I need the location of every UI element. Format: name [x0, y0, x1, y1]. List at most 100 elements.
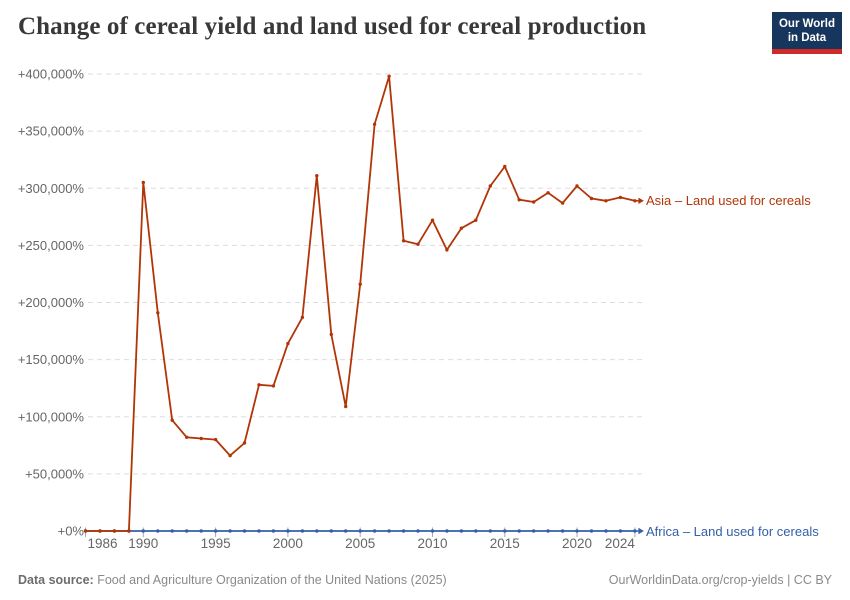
data-point-asia [372, 122, 377, 127]
data-point-asia [257, 383, 261, 387]
y-axis-tick-label: +200,000% [18, 295, 85, 310]
data-point-asia [242, 441, 247, 445]
owid-logo: Our World in Data [771, 12, 842, 54]
data-point-africa [618, 529, 623, 533]
data-point-asia [546, 191, 550, 195]
data-point-asia [517, 198, 521, 202]
data-point-asia [604, 199, 608, 203]
x-axis-tick-label: 2015 [490, 536, 520, 551]
data-point-asia [401, 239, 406, 243]
data-point-africa [315, 529, 319, 533]
data-point-africa [474, 529, 478, 533]
data-point-asia [141, 180, 145, 185]
series-end-arrow-asia [638, 197, 644, 204]
data-point-africa [300, 529, 305, 533]
data-point-africa [271, 529, 276, 533]
series-label-africa: Africa – Land used for cereals [646, 524, 819, 539]
data-point-asia [98, 529, 102, 533]
data-point-africa [517, 529, 521, 533]
data-point-africa [546, 529, 550, 533]
data-point-africa [430, 529, 435, 533]
x-axis-tick-label: 2005 [345, 536, 375, 551]
data-point-asia [228, 453, 232, 458]
data-point-africa [459, 529, 464, 533]
data-point-africa [416, 529, 420, 533]
chart-title: Change of cereal yield and land used for… [18, 13, 647, 40]
data-point-africa [488, 529, 492, 533]
owid-logo-line1: Our World [778, 18, 835, 30]
data-point-africa [213, 529, 218, 533]
data-point-asia [445, 248, 449, 252]
series-line-asia [85, 75, 636, 532]
data-point-africa [170, 529, 174, 533]
data-point-africa [185, 529, 189, 533]
x-axis-tick-label: 1990 [128, 536, 158, 551]
data-point-africa [199, 529, 203, 533]
data-point-asia [560, 201, 565, 205]
y-axis-tick-label: +50,000% [25, 466, 84, 481]
x-axis-tick-label: 2024 [605, 536, 636, 551]
data-point-africa [560, 529, 565, 533]
data-point-africa [575, 529, 579, 533]
y-axis-tick-label: +350,000% [18, 124, 85, 139]
data-point-africa [228, 529, 232, 533]
data-point-asia [271, 384, 276, 388]
data-point-africa [257, 529, 261, 533]
data-point-asia [83, 529, 88, 533]
data-point-africa [329, 529, 333, 533]
data-point-asia [459, 226, 464, 230]
data-point-asia [575, 184, 579, 188]
data-source-text: Food and Agriculture Organization of the… [93, 573, 447, 587]
data-point-asia [112, 529, 117, 533]
series-end-arrow-africa [638, 527, 644, 535]
data-source-note: Data source: Food and Agriculture Organi… [18, 573, 447, 587]
data-point-africa [242, 529, 247, 533]
y-axis-tick-label: +0% [58, 524, 85, 539]
data-point-asia [503, 164, 507, 169]
y-axis-tick-label: +250,000% [18, 238, 85, 253]
chart-footer: Data source: Food and Agriculture Organi… [18, 573, 832, 587]
x-axis-tick-label: 2010 [417, 536, 447, 551]
data-point-asia [300, 315, 305, 320]
owid-logo-line2: in Data [787, 32, 827, 45]
data-point-asia [286, 341, 290, 346]
data-source-label: Data source: [18, 573, 94, 587]
data-point-asia [344, 404, 348, 409]
y-axis-tick-label: +150,000% [18, 352, 85, 367]
data-point-africa [401, 529, 406, 533]
data-point-asia [387, 74, 391, 79]
y-axis-tick-label: +100,000% [18, 409, 85, 424]
data-point-africa [344, 529, 348, 533]
data-point-asia [329, 332, 333, 337]
data-point-asia [430, 218, 435, 222]
data-point-africa [445, 529, 449, 533]
data-point-asia [358, 282, 362, 286]
data-point-africa [156, 529, 160, 533]
data-point-asia [156, 311, 160, 315]
data-point-asia [416, 242, 420, 246]
series-label-asia: Asia – Land used for cereals [646, 193, 811, 208]
data-point-asia [185, 435, 189, 439]
data-point-africa [358, 529, 362, 533]
data-point-asia [488, 184, 492, 188]
data-point-asia [474, 218, 478, 222]
data-point-africa [141, 529, 145, 533]
data-point-africa [286, 529, 290, 533]
data-point-africa [589, 529, 594, 533]
y-axis-tick-label: +300,000% [18, 181, 85, 196]
data-point-africa [503, 529, 507, 533]
data-point-asia [315, 174, 319, 178]
x-axis-tick-label: 1986 [87, 536, 117, 551]
credit-link: OurWorldinData.org/crop-yields | CC BY [608, 573, 832, 587]
y-axis-tick-label: +400,000% [18, 67, 85, 82]
data-point-asia [127, 529, 131, 533]
x-axis-tick-label: 2020 [562, 536, 592, 551]
data-point-asia [589, 196, 594, 201]
data-point-asia [213, 437, 218, 442]
data-point-asia [170, 418, 174, 422]
data-point-asia [199, 436, 203, 441]
data-point-africa [604, 529, 608, 533]
data-point-asia [532, 200, 536, 204]
data-point-asia [618, 195, 623, 200]
